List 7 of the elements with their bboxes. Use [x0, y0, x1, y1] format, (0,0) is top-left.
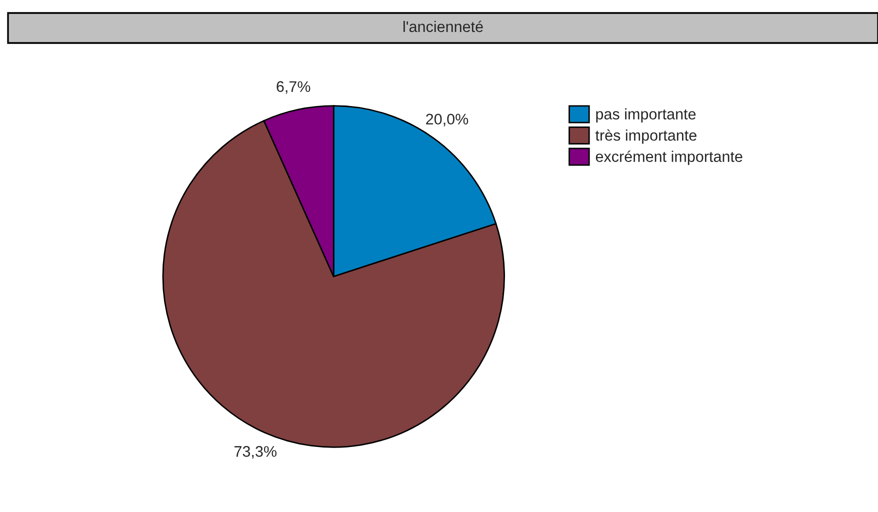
legend-label: excrément importante — [596, 150, 742, 165]
legend-label: très importante — [595, 129, 696, 144]
chart-title: l'ancienneté — [404, 20, 483, 32]
legend-label: pas importante — [596, 108, 696, 123]
data-label: 20,0% — [426, 114, 468, 126]
data-label: 73,3% — [234, 446, 276, 459]
data-label: 6,7% — [276, 81, 310, 94]
